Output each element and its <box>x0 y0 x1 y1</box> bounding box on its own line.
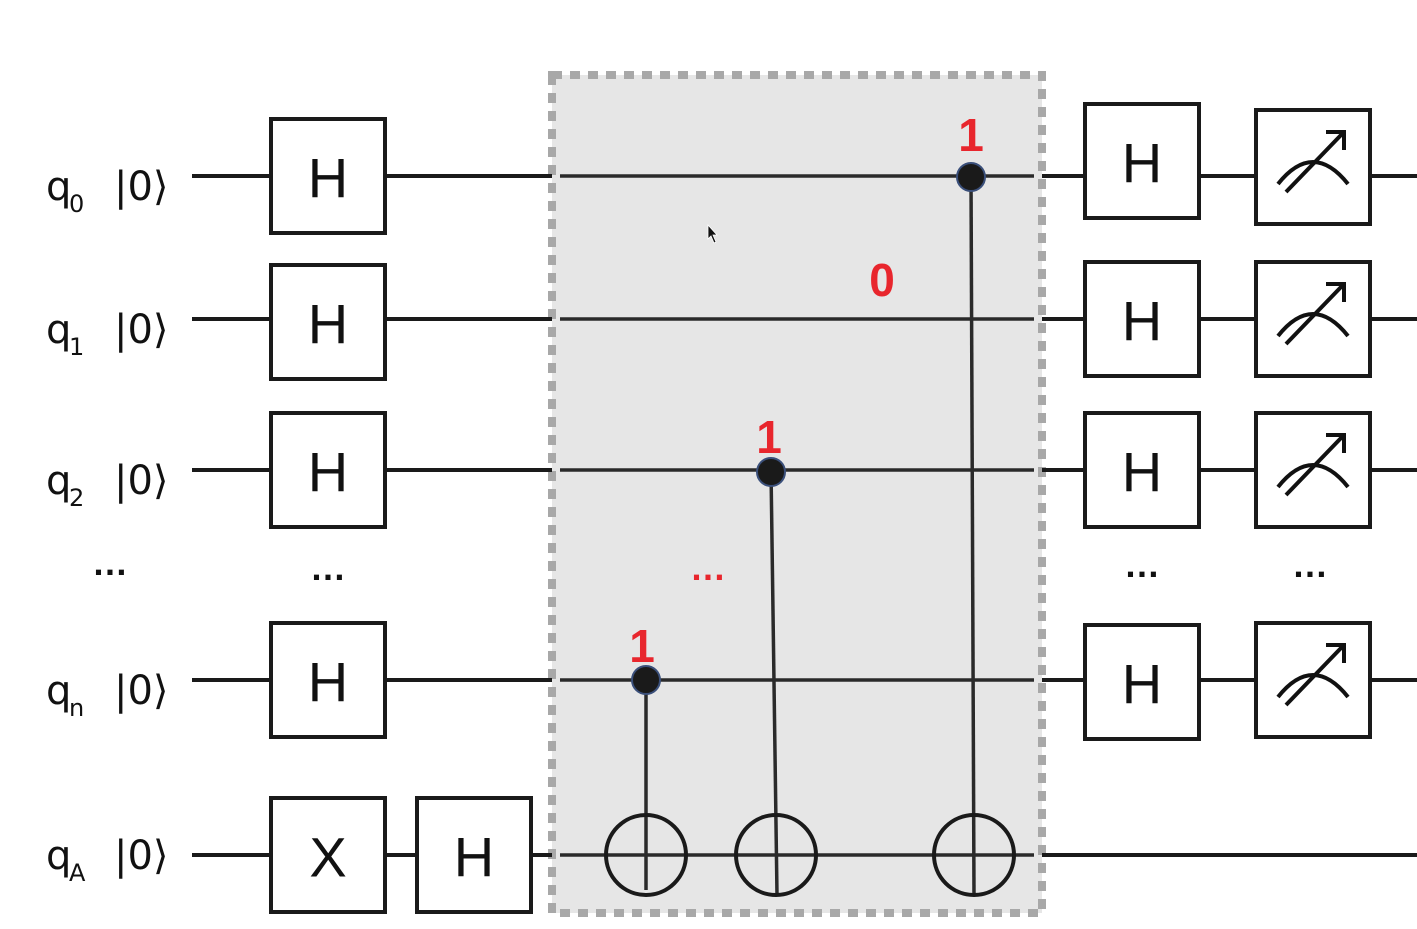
svg-text:|0⟩: |0⟩ <box>114 164 169 210</box>
svg-text:q: q <box>46 668 71 714</box>
qubit-label-qa: q A |0⟩ <box>46 833 169 887</box>
svg-text:H: H <box>308 293 348 356</box>
qubit-ellipsis: … <box>92 542 128 583</box>
hadamard-gate: H <box>1083 102 1201 220</box>
mouse-cursor-icon <box>707 223 718 244</box>
cnot-control-dot <box>631 665 661 695</box>
svg-text:H: H <box>1122 290 1162 353</box>
cnot-target <box>734 813 818 897</box>
hadamard-gate: H <box>1083 411 1201 529</box>
svg-text:q: q <box>46 833 71 879</box>
svg-text:q: q <box>46 307 71 353</box>
cnot-target <box>932 813 1016 897</box>
qubit-label-q0: q 0 |0⟩ <box>46 164 169 218</box>
measurement-column: … <box>1254 108 1372 739</box>
qubit-label-qn: q n |0⟩ <box>46 668 169 722</box>
gate-ellipsis: … <box>1124 544 1160 585</box>
svg-text:1: 1 <box>69 333 84 361</box>
hadamard-column-1: H H H … H X H <box>269 117 533 914</box>
bit-label-ellipsis: … <box>690 547 726 588</box>
measurement-ellipsis: … <box>1292 544 1328 585</box>
qubit-labels: q 0 |0⟩ q 1 |0⟩ q 2 |0⟩ … q n |0⟩ q A |0… <box>46 164 169 887</box>
svg-text:q: q <box>46 458 71 504</box>
svg-text:n: n <box>69 694 84 722</box>
pauli-x-gate: X <box>269 796 387 914</box>
svg-text:0: 0 <box>69 190 84 218</box>
hadamard-gate: H <box>1083 623 1201 741</box>
qubit-label-q1: q 1 |0⟩ <box>46 307 169 361</box>
cnot-control-dot <box>756 457 786 487</box>
svg-text:H: H <box>308 147 348 210</box>
svg-text:H: H <box>308 651 348 714</box>
oracle-bit-labels: 1 0 1 … 1 <box>629 109 984 672</box>
cnot-line-q0 <box>969 175 976 896</box>
svg-text:H: H <box>1122 441 1162 504</box>
cnot-control-dot <box>956 162 986 192</box>
svg-text:X: X <box>309 826 346 889</box>
measurement-icon <box>1254 621 1372 739</box>
bit-label-qn: 1 <box>629 620 655 672</box>
oracle-region <box>548 71 1046 917</box>
hadamard-gate: H <box>269 621 387 739</box>
svg-text:|0⟩: |0⟩ <box>114 668 169 714</box>
measurement-icon <box>1254 108 1372 226</box>
svg-text:H: H <box>1122 653 1162 716</box>
qubit-label-q2: q 2 |0⟩ <box>46 458 169 512</box>
hadamard-gate: H <box>269 117 387 235</box>
svg-text:|0⟩: |0⟩ <box>114 833 169 879</box>
svg-text:|0⟩: |0⟩ <box>114 307 169 353</box>
svg-text:A: A <box>69 859 86 887</box>
bit-label-q0: 1 <box>958 109 984 161</box>
svg-text:H: H <box>308 441 348 504</box>
hadamard-gate: H <box>1083 260 1201 378</box>
svg-text:|0⟩: |0⟩ <box>114 458 169 504</box>
cnot-target <box>604 813 688 897</box>
hadamard-gate: H <box>269 411 387 529</box>
measurement-icon <box>1254 411 1372 529</box>
hadamard-gate-ancilla: H <box>415 796 533 914</box>
bit-label-q2: 1 <box>756 411 782 463</box>
svg-text:2: 2 <box>69 484 84 512</box>
hadamard-gate: H <box>269 263 387 381</box>
gate-ellipsis: … <box>310 547 346 588</box>
svg-text:q: q <box>46 164 71 210</box>
measurement-icon <box>1254 260 1372 378</box>
oracle-cnots <box>604 162 1016 897</box>
cnot-line-q2 <box>769 469 779 896</box>
svg-text:H: H <box>454 826 494 889</box>
hadamard-column-2: H H H … H <box>1083 102 1201 741</box>
bit-label-q1: 0 <box>869 254 895 306</box>
svg-text:H: H <box>1122 132 1162 195</box>
